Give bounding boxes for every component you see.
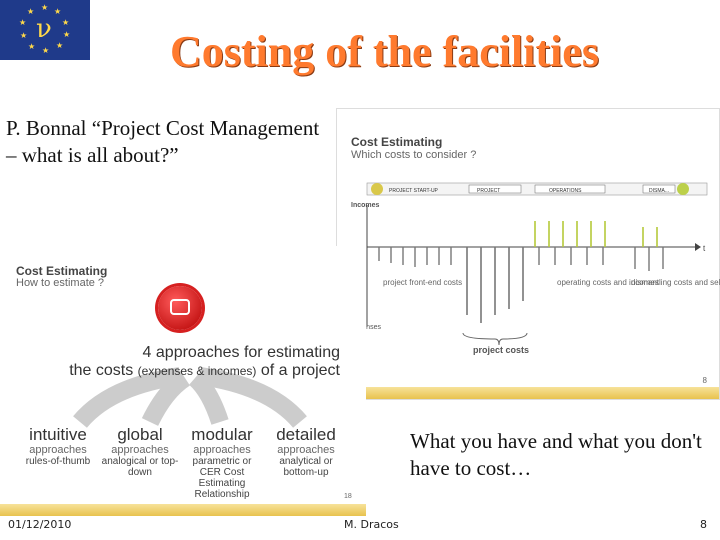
cost-timeline-slide: project front-end costs Incomes expenses… (336, 108, 720, 400)
approach-detailed: detailed approaches analytical or bottom… (266, 425, 346, 479)
approach-subtitle: approaches (29, 444, 87, 456)
slide-left-page: 18 (344, 493, 352, 500)
approaches-line2-a: the costs (69, 362, 134, 379)
approach-intuitive: intuitive approaches rules-of-thumb (18, 425, 98, 468)
slide-right-subheading: Which costs to consider ? (351, 149, 477, 161)
star-icon: ★ (63, 30, 71, 39)
eu-logo: ν ★ ★ ★ ★ ★ ★ ★ ★ ★ ★ (0, 0, 90, 60)
star-icon: ★ (28, 42, 36, 51)
approach-title: intuitive (29, 425, 87, 444)
slide-left-bar (0, 504, 366, 516)
logo-letter: ν (36, 14, 52, 44)
dismantling-label: dismantling costs and selling-out (631, 278, 720, 287)
approach-subtitle: approaches (193, 444, 251, 456)
approach-subtitle: approaches (277, 444, 335, 456)
statement-text: What you have and what you don't have to… (410, 429, 702, 480)
citation-text: P. Bonnal “Project Cost Management – wha… (6, 116, 320, 167)
star-icon: ★ (41, 3, 49, 12)
front-end-costs-label: project front-end costs (383, 278, 462, 287)
phase-project-label: PROJECT (477, 188, 500, 194)
star-icon: ★ (42, 46, 50, 55)
incomes-label: Incomes (351, 202, 380, 209)
phase-startup-label: PROJECT START-UP (389, 188, 439, 194)
approach-global: global approaches analogical or top-down (100, 425, 180, 479)
approach-subtitle: approaches (111, 444, 169, 456)
approaches-line2-c: of a project (260, 362, 340, 379)
expenses-label: expenses (351, 324, 381, 331)
star-icon: ★ (20, 31, 28, 40)
approach-detail: analogical or top-down (101, 456, 179, 478)
approach-detail: rules-of-thumb (25, 456, 91, 467)
approaches-arcs (73, 367, 307, 429)
slide-right-page: 8 (702, 376, 707, 385)
approaches-line2-b: (expenses & incomes) (137, 364, 257, 378)
approach-title: modular (191, 425, 253, 444)
approaches-heading: 4 approaches for estimating the costs (e… (40, 344, 340, 380)
cost-timeline-diagram: project front-end costs Incomes expenses… (351, 182, 720, 355)
axis-end-label: t (703, 244, 706, 253)
slide-right-bar (337, 387, 719, 399)
page-title: Costing of the facilities (170, 27, 599, 76)
phase-operations-label: OPERATIONS (549, 188, 582, 194)
approaches-line1: 4 approaches for estimating (142, 344, 340, 361)
slide-left-subheading: How to estimate ? (16, 277, 105, 289)
star-icon: ★ (19, 18, 27, 27)
approach-modular: modular approaches parametric or CER Cos… (182, 425, 262, 501)
approach-title: detailed (276, 425, 336, 444)
star-icon: ★ (27, 7, 35, 16)
operating-costs-label: operating costs and incomes (557, 278, 659, 287)
slide-right-heading: Cost Estimating (351, 135, 443, 149)
approach-detail: parametric or CER Cost Estimating Relati… (192, 456, 252, 500)
seal-icon (158, 286, 202, 330)
approach-detail: analytical or bottom-up (279, 456, 333, 478)
phase-dismantling-label: DISMA... (649, 188, 669, 194)
star-icon: ★ (56, 41, 64, 50)
approach-title: global (117, 425, 163, 444)
footer-author: M. Dracos (344, 518, 399, 531)
estimation-approaches-slide: Cost Estimating How to estimate ? 4 appr… (0, 246, 366, 516)
approaches-line2: the costs (expenses & incomes) of a proj… (40, 362, 340, 380)
star-icon: ★ (62, 18, 70, 27)
project-costs-label: project costs (473, 345, 529, 355)
footer-date: 01/12/2010 (8, 518, 72, 531)
footer-page-number: 8 (700, 518, 707, 531)
slide-left-heading: Cost Estimating (16, 264, 108, 278)
star-icon: ★ (54, 7, 62, 16)
